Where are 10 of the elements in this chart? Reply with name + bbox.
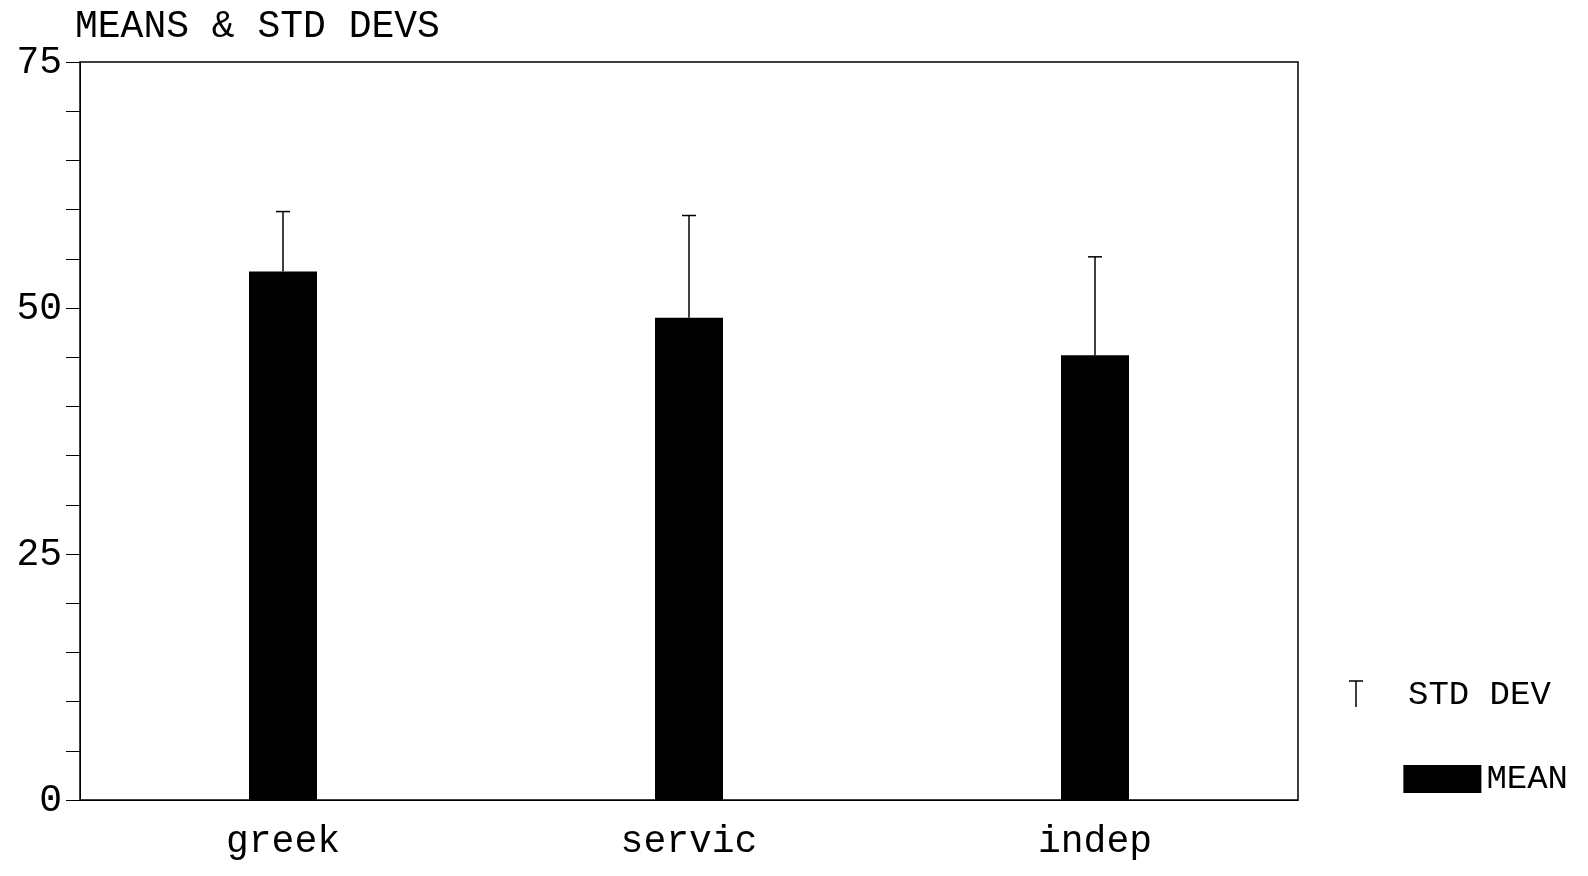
legend-label: MEAN [1486,760,1569,798]
x-tick-label: indep [1037,819,1153,863]
x-tick-label: greek [225,819,341,863]
x-tick-label: servic [620,819,758,863]
text: STD DEV [1408,676,1551,714]
chart-title: MEANS & STD DEVS [75,4,440,48]
y-tick-label: 75 [16,40,62,84]
y-tick-label: 25 [16,532,62,576]
y-tick-label: 50 [16,286,62,330]
y-tick-label: 0 [39,778,62,822]
